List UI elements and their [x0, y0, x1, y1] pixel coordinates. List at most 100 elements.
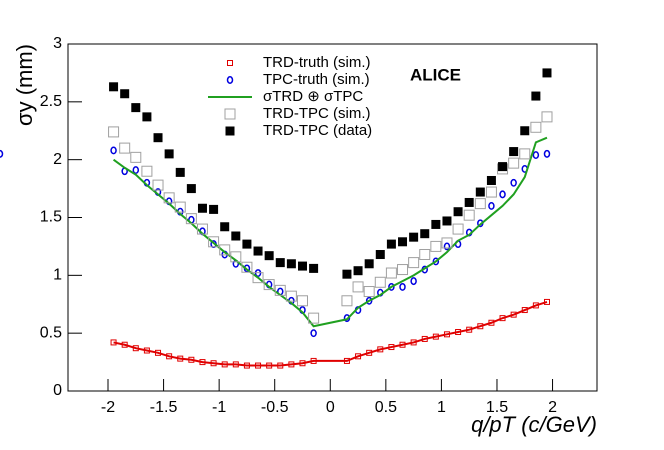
point — [377, 346, 384, 353]
point — [531, 91, 541, 101]
point — [419, 249, 431, 261]
point — [252, 272, 264, 284]
point — [196, 223, 208, 235]
point — [374, 276, 386, 288]
point — [309, 263, 319, 273]
point — [131, 103, 141, 113]
point — [153, 133, 163, 143]
point — [110, 146, 117, 155]
point — [386, 239, 396, 249]
point — [388, 282, 395, 291]
point — [508, 157, 520, 169]
point — [541, 111, 553, 123]
y-tick-label: 3 — [53, 35, 62, 52]
point — [366, 349, 373, 356]
x-axis-label: q/pT (c/GeV) — [471, 412, 597, 437]
point — [166, 353, 173, 360]
point — [510, 178, 517, 187]
point — [353, 266, 363, 276]
point — [243, 362, 250, 369]
point — [119, 142, 131, 154]
point — [442, 216, 452, 226]
point — [430, 240, 442, 252]
point — [208, 236, 220, 248]
x-tick-label: 1.5 — [486, 399, 508, 416]
y-tick-label: 0.5 — [40, 324, 62, 341]
annotation: ALICE — [410, 65, 461, 84]
x-tick-label: -0.5 — [261, 399, 289, 416]
point — [186, 184, 196, 194]
point — [431, 219, 441, 229]
point — [441, 237, 453, 249]
point — [155, 349, 162, 356]
point — [232, 361, 239, 368]
point — [463, 209, 475, 221]
x-tick-label: 0.5 — [375, 399, 397, 416]
point — [297, 261, 307, 271]
point — [420, 229, 430, 239]
point — [285, 290, 297, 302]
y-tick-label: 1.5 — [40, 209, 62, 226]
x-tick-label: -1 — [212, 399, 226, 416]
y-tick-label: 1 — [53, 267, 62, 284]
point — [341, 295, 353, 307]
point — [474, 198, 486, 210]
point — [177, 355, 184, 362]
point — [263, 279, 275, 291]
point — [432, 333, 439, 340]
point — [132, 166, 140, 175]
point — [110, 339, 117, 346]
x-tick-label: 1 — [437, 399, 446, 416]
legend-swatch — [227, 60, 233, 66]
point — [399, 282, 406, 291]
x-tick-label: -1.5 — [150, 399, 178, 416]
point — [174, 201, 186, 213]
point — [455, 329, 462, 336]
fit-line — [113, 300, 548, 367]
point — [286, 259, 296, 269]
point — [397, 264, 409, 276]
legend-label: TRD-truth (sim.) — [263, 54, 371, 71]
point — [543, 298, 550, 305]
point — [342, 269, 352, 279]
point — [542, 68, 552, 78]
point — [443, 242, 451, 251]
point — [231, 231, 241, 241]
x-tick-label: 2 — [548, 399, 557, 416]
point — [308, 312, 320, 324]
point — [299, 360, 306, 367]
point — [221, 361, 228, 368]
point — [421, 335, 428, 342]
point — [120, 89, 130, 99]
point — [209, 204, 219, 214]
point — [432, 257, 440, 266]
point — [399, 341, 406, 348]
point — [275, 258, 285, 268]
point — [477, 323, 484, 330]
line — [112, 136, 548, 328]
point — [385, 267, 397, 279]
y-tick-label: 2 — [53, 151, 62, 168]
point — [408, 257, 420, 269]
point — [466, 326, 473, 333]
point — [288, 361, 295, 368]
point — [132, 345, 139, 352]
point — [464, 197, 474, 207]
point — [188, 356, 195, 363]
point — [519, 148, 531, 160]
y-axis-label: σy (mm) — [12, 44, 37, 126]
point — [410, 339, 417, 346]
point — [108, 126, 120, 138]
point — [310, 329, 317, 338]
point — [310, 357, 317, 364]
point — [452, 223, 464, 235]
point — [199, 359, 206, 366]
point — [365, 296, 373, 305]
y-tick-label: 2.5 — [40, 93, 62, 110]
point — [0, 149, 4, 158]
point — [185, 213, 197, 225]
point — [255, 362, 262, 369]
legend-swatch — [225, 126, 235, 136]
point — [485, 186, 497, 198]
point — [164, 149, 174, 159]
